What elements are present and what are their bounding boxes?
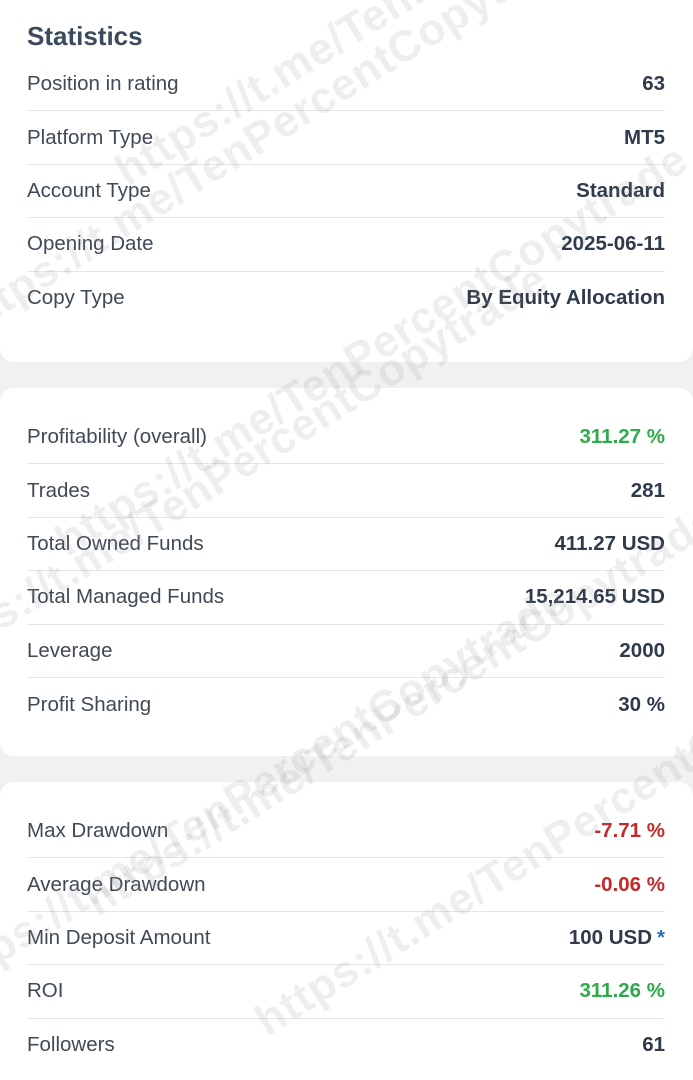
stat-row: Min Deposit Amount 100 USD * (27, 912, 665, 966)
stat-value: 411.27 USD (554, 532, 665, 556)
stat-value: MT5 (624, 126, 665, 150)
stat-label: Account Type (27, 178, 151, 202)
stat-value-text: 411.27 USD (554, 531, 665, 555)
stat-row: Position in rating 63 (27, 58, 665, 112)
stat-value: 15,214.65 USD (525, 585, 665, 609)
stat-value-text: By Equity Allocation (466, 286, 665, 310)
stat-row: Profitability (overall) 311.27 % (27, 411, 666, 465)
stat-label: Min Deposit Amount (27, 925, 211, 949)
stat-row: Leverage 2000 (27, 625, 665, 678)
stat-row: Max Drawdown -7.71 % (27, 805, 665, 859)
stat-value: By Equity Allocation (466, 286, 665, 310)
stat-value-text: 61 (642, 1033, 665, 1057)
stat-label: Trades (27, 478, 91, 502)
section-title: Statistics (27, 21, 143, 51)
statistics-card-risk: Max Drawdown -7.71 % Average Drawdown -0.06… (0, 782, 693, 1080)
stat-row: Trades 281 (27, 464, 665, 518)
stat-row: Total Managed Funds 15,214.65 USD (27, 571, 665, 625)
stat-row: Followers 61 (27, 1019, 665, 1072)
stat-label: Followers (27, 1033, 115, 1057)
stat-value-text: 311.27 % (579, 425, 666, 449)
stat-value-text: MT5 (624, 125, 665, 149)
stat-row: ROI 311.26 % (27, 965, 666, 1019)
stat-label: Total Managed Funds (27, 585, 225, 609)
stat-value: 281 (631, 479, 665, 503)
stat-value: 2025-06-11 (561, 232, 665, 256)
stat-value: -7.71 % (594, 819, 665, 843)
stat-label: Profit Sharing (27, 692, 152, 716)
stat-value: 2000 (619, 639, 665, 663)
stat-label: Copy Type (27, 286, 125, 310)
stat-value-text: 2000 (619, 638, 665, 662)
stat-value-text: 63 (642, 72, 665, 96)
stat-row: Copy Type By Equity Allocation (27, 272, 665, 325)
stat-row: Account Type Standard (27, 165, 665, 219)
stat-row: Opening Date 2025-06-11 (27, 218, 665, 272)
stat-label: Max Drawdown (27, 819, 169, 843)
stat-label: Average Drawdown (27, 872, 206, 896)
stat-value: 100 USD * (569, 926, 665, 950)
stat-value-text: 311.26 % (579, 979, 666, 1003)
footnote-asterisk: * (657, 925, 665, 949)
stat-label: Total Owned Funds (27, 531, 204, 555)
stat-row: Average Drawdown -0.06 % (27, 858, 665, 912)
stat-value-text: -7.71 % (594, 819, 665, 843)
stat-value: 311.26 % (580, 979, 666, 1003)
stat-row: Platform Type MT5 (27, 111, 665, 165)
stat-value-text: Standard (576, 178, 665, 202)
stat-row: Total Owned Funds 411.27 USD (27, 518, 665, 572)
stat-value: Standard (576, 179, 665, 203)
stat-value: 311.27 % (580, 425, 666, 449)
stat-value: -0.06 % (594, 873, 665, 897)
stat-label: Profitability (overall) (27, 425, 207, 449)
stat-label: Leverage (27, 638, 113, 662)
stat-value-text: -0.06 % (594, 872, 665, 896)
stat-row: Profit Sharing 30 % (27, 678, 665, 731)
stat-value-text: 15,214.65 USD (524, 585, 665, 609)
stat-value-text: 281 (630, 478, 665, 502)
stat-value-text: 30 % (618, 692, 665, 716)
stat-value: 63 (642, 72, 665, 96)
statistics-card-general: Statistics Position in rating 63 Platform … (0, 0, 693, 362)
statistics-card-performance: Profitability (overall) 311.27 % Trades 281… (0, 388, 693, 756)
stat-value: 61 (642, 1033, 665, 1057)
stat-label: Platform Type (27, 125, 154, 149)
stat-label: Position in rating (27, 72, 179, 96)
stat-value-text: 2025-06-11 (561, 232, 665, 256)
stat-label: ROI (27, 979, 64, 1003)
stat-value: 30 % (618, 693, 665, 717)
stat-value-text: 100 USD (568, 925, 653, 949)
stat-label: Opening Date (27, 232, 154, 256)
